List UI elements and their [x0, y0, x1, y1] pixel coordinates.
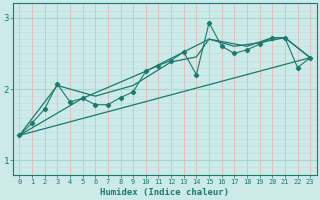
X-axis label: Humidex (Indice chaleur): Humidex (Indice chaleur) [100, 188, 229, 197]
